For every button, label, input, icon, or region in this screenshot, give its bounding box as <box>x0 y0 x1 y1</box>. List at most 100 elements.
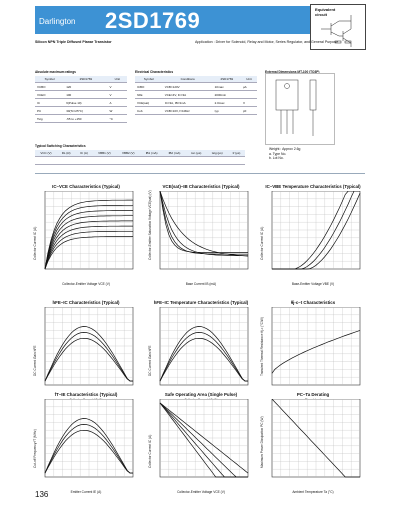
x-axis-label: Collector-Emitter Voltage VCE (V) <box>62 282 110 286</box>
cell: IB2 (mA) <box>163 150 186 157</box>
cell: V <box>107 90 127 99</box>
curve <box>159 402 248 478</box>
curve <box>271 399 360 478</box>
chart-title: hFE–IC Characteristics (Typical) <box>52 300 120 305</box>
cell: ICBO <box>135 82 163 91</box>
chart-5: hFE–IC Temperature Characteristics (Typi… <box>148 300 252 402</box>
part-number: 2SD1769 <box>105 8 201 33</box>
device-description: Silicon NPN Triple Diffused Planar Trans… <box>35 40 112 44</box>
cell: IC (A) <box>75 150 93 157</box>
y-axis-label: Collector Current IC (A) <box>260 226 264 260</box>
cell: VCBO <box>35 82 65 91</box>
curve <box>44 204 133 270</box>
table-row: hFE VCE=4V, IC=3A 2000min <box>135 90 257 99</box>
cell: -55 to +150 <box>64 114 108 123</box>
curve <box>44 215 133 270</box>
x-axis-label: Collector-Emitter Voltage VCE (V) <box>177 490 225 494</box>
section-divider <box>35 173 365 174</box>
chart-6: θj-c–t CharacteristicsTime t (ms)Transie… <box>260 300 364 402</box>
cell: 2.0max <box>212 98 241 107</box>
cell: tf (μs) <box>228 150 245 157</box>
package-notes: Weight : Approx 2.6g a. Type No. b. Lot … <box>269 147 300 161</box>
cell: 30(Tc=25°C) <box>64 106 108 115</box>
cell: VCC (V) <box>35 150 57 157</box>
chart-2: VCE(sat)–IB Characteristics (Typical) Bas… <box>148 184 252 286</box>
package-weight: Weight : Approx 2.6g <box>269 147 301 151</box>
chart-title: IC–VCE Characteristics (Typical) <box>52 184 120 189</box>
equivalent-circuit-label: Equivalent <box>315 7 336 12</box>
curve <box>271 330 361 374</box>
elec-char-header-row: Symbol Conditions 2SD1769 Unit <box>135 76 257 83</box>
abs-max-title: Absolute maximum ratings <box>35 70 76 74</box>
equivalent-circuit-label-2: circuit <box>315 12 328 17</box>
elec-header-unit: Unit <box>240 76 257 83</box>
package-type-no: a. Type No. <box>269 151 287 156</box>
y-axis-label: Collector Current IC (A) <box>148 434 152 468</box>
table-row: VCE(sat) IC=3A, IB=3mA 2.0max V <box>135 98 257 107</box>
table-row: VCBO 120 V <box>35 82 127 91</box>
cell: 6(Pulse 10) <box>64 98 108 107</box>
page-number: 136 <box>35 490 49 499</box>
to3p-outline <box>275 79 317 136</box>
chart-plot <box>271 191 361 270</box>
cell: Cob <box>135 106 163 115</box>
y-axis-label: Collector-Emitter Saturation Voltage VCE… <box>148 190 152 260</box>
cell: 10max <box>212 82 241 91</box>
cell <box>240 90 257 99</box>
y-axis-label: Collector Current IC (A) <box>33 226 37 260</box>
x-axis-label: Ambient Temperature Ta (°C) <box>292 490 334 494</box>
chart-plot <box>159 191 249 270</box>
x-axis-label: Base Current IB (mA) <box>185 282 217 286</box>
chart-title: VCE(sat)–IB Characteristics (Typical) <box>162 184 240 189</box>
x-axis-label: Base-Emitter Voltage VBE (V) <box>291 282 335 286</box>
cell: W <box>107 106 127 115</box>
curve <box>44 230 133 270</box>
curve <box>159 326 248 382</box>
cell: pF <box>240 106 257 115</box>
elec-header-symbol: Symbol <box>135 76 163 83</box>
chart-plot <box>44 399 134 478</box>
elec-char-title: Electrical Characteristics <box>135 70 174 74</box>
y-axis-label: DC Current Gain hFE <box>148 345 152 376</box>
curve <box>44 225 133 270</box>
table-row: Tstg -55 to +150 °C <box>35 114 127 123</box>
curve <box>159 402 249 474</box>
package-title: External Dimensions MT-100 (TO3P) <box>265 70 320 74</box>
cell: IC <box>35 98 65 107</box>
cell: VCE(sat) <box>135 98 163 107</box>
y-axis-label: Cut-off Frequency fT (MHz) <box>33 429 37 468</box>
curve <box>159 191 249 257</box>
chart-3: IC–VBE Temperature Characteristics (Typi… <box>260 184 364 286</box>
abs-max-header-row: Symbol 2SD1769 Unit <box>35 76 127 83</box>
cell: typ <box>212 106 241 115</box>
curve <box>159 191 248 255</box>
chart-title: PC–Ta Derating <box>296 392 330 397</box>
y-axis-label: DC Current Gain hFE <box>33 345 37 376</box>
cell: VCB=120V <box>162 82 213 91</box>
curve <box>44 220 133 270</box>
cell: μA <box>240 82 257 91</box>
equivalent-circuit-box: Equivalent circuit <box>310 4 366 50</box>
cell: IC=3A, IB=3mA <box>162 98 213 107</box>
darlington-schematic <box>321 15 352 47</box>
cell: 100 <box>64 90 108 99</box>
abs-max-header-symbol: Symbol <box>35 76 65 83</box>
switching-table: VCC (V) RL (Ω) IC (A) VBB1 (V) VBB2 (V) … <box>35 150 245 165</box>
chart-1: IC–VCE Characteristics (Typical) Collecto… <box>33 184 137 286</box>
table-row: PC 30(Tc=25°C) W <box>35 106 127 115</box>
table-row <box>35 156 245 165</box>
table-row: IC 6(Pulse 10) A <box>35 98 127 107</box>
cell: hFE <box>135 90 163 99</box>
abs-max-header-value: 2SD1769 <box>64 76 108 83</box>
cell: VBB2 (V) <box>116 150 141 157</box>
curve <box>44 236 133 270</box>
cell: RL (Ω) <box>56 150 76 157</box>
curve <box>159 402 248 478</box>
curve <box>44 418 133 474</box>
cell: V <box>107 82 127 91</box>
chart-plot <box>159 399 249 478</box>
cell: VBB1 (V) <box>92 150 117 157</box>
curve <box>44 199 133 270</box>
chart-title: IC–VBE Temperature Characteristics (Typi… <box>265 184 361 189</box>
chart-4: hFE–IC Characteristics (Typical)Collecto… <box>33 300 137 402</box>
